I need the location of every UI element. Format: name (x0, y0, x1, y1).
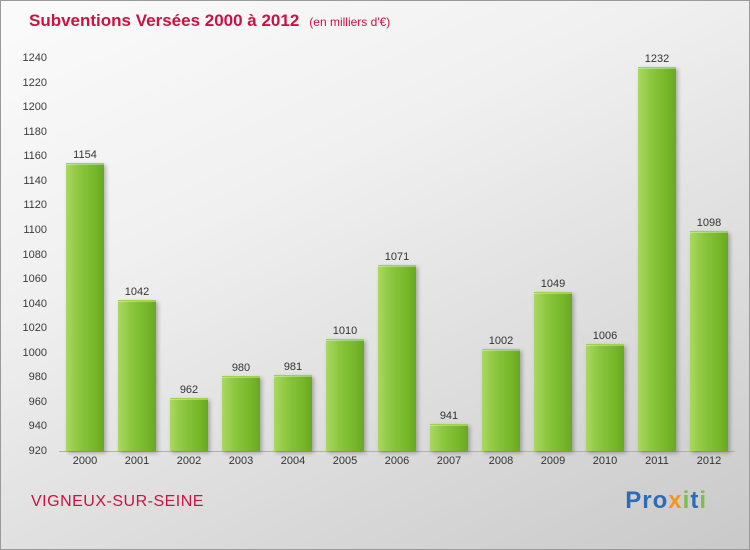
bar-slot: 941 (423, 58, 475, 451)
y-axis-label: 1220 (22, 76, 47, 89)
x-axis-label: 2006 (384, 455, 410, 467)
x-axis-label: 2002 (176, 455, 202, 467)
logo-letter: r (642, 487, 653, 514)
y-axis-label: 940 (28, 420, 47, 433)
bar-slot: 981 (267, 58, 319, 451)
x-axis-label: 2011 (645, 455, 669, 467)
bar-value-label: 1098 (696, 217, 722, 230)
y-axis-label: 1180 (23, 125, 47, 138)
logo-letter: i (699, 487, 707, 514)
bar (377, 264, 417, 451)
y-axis-label: 1080 (22, 248, 47, 261)
logo-letter: x (668, 487, 683, 514)
y-axis: 920 940 960 980 1000 1020 1040 1060 1080 1100 1120… (1, 52, 53, 457)
x-axis: 2000 2001 2002 2003 2004 2005 2006 2007 2008 2009… (59, 455, 735, 467)
y-axis-label: 980 (28, 371, 47, 384)
y-axis-label: 1040 (22, 297, 47, 310)
y-axis-label: 920 (28, 445, 47, 457)
y-axis-label: 960 (28, 395, 47, 408)
bar (481, 349, 521, 451)
bar-value-label: 1002 (488, 335, 514, 348)
bar-value-label: 980 (231, 362, 251, 375)
x-axis-label: 2010 (592, 455, 618, 467)
bar-value-label: 1042 (124, 286, 150, 299)
bar-value-label: 1006 (592, 330, 618, 343)
y-axis-label: 1060 (22, 273, 47, 286)
bar-slot: 1049 (527, 58, 579, 451)
plot-area: 1154 1042 962 980 981 1010 1071 941 1002 1049 1006… (59, 53, 735, 452)
bar-slot: 1154 (59, 58, 111, 451)
proxiti-logo: Proxiti (625, 487, 707, 515)
bar-value-label: 941 (439, 410, 459, 423)
bar-slot: 1010 (319, 58, 371, 451)
bar (169, 398, 209, 451)
y-axis-label: 1000 (22, 346, 47, 359)
x-axis-label: 2003 (228, 455, 254, 467)
x-axis-label: 2009 (540, 455, 566, 467)
bar (429, 424, 469, 451)
y-axis-label: 1240 (22, 52, 47, 64)
bar-value-label: 1010 (332, 325, 358, 338)
chart-header: Subventions Versées 2000 à 2012 (en mill… (29, 11, 390, 31)
y-axis-label: 1140 (23, 174, 47, 187)
chart-subtitle: (en milliers d'€) (309, 15, 391, 29)
bar (221, 376, 261, 451)
bar-slot: 1006 (579, 58, 631, 451)
y-axis-label: 1020 (22, 322, 47, 335)
bar-value-label: 1154 (73, 148, 97, 161)
bar-slot: 1042 (111, 58, 163, 451)
y-axis-label: 1200 (22, 101, 47, 114)
bar (533, 291, 573, 451)
logo-letter: i (682, 487, 691, 514)
bar-slot: 962 (163, 58, 215, 451)
bar-slot: 980 (215, 58, 267, 451)
x-axis-label: 2008 (488, 455, 514, 467)
x-axis-label: 2000 (72, 455, 98, 467)
bar (689, 231, 729, 451)
footer-location: VIGNEUX-SUR-SEINE (31, 493, 204, 510)
x-axis-label: 2005 (332, 455, 358, 467)
bar (65, 162, 105, 451)
bar-slot: 1232 (631, 53, 683, 451)
bar-value-label: 981 (283, 361, 303, 374)
bar-slot: 1071 (371, 58, 423, 451)
bar (325, 339, 365, 451)
bar (585, 344, 625, 451)
bar (273, 375, 313, 451)
bar-slot: 1002 (475, 58, 527, 451)
x-axis-label: 2012 (696, 455, 722, 467)
y-axis-label: 1120 (23, 199, 47, 212)
x-axis-label: 2007 (436, 455, 462, 467)
x-axis-label: 2001 (124, 455, 150, 467)
bar-value-label: 1232 (644, 52, 670, 65)
y-axis-label: 1160 (23, 150, 47, 163)
chart-title: Subventions Versées 2000 à 2012 (29, 11, 300, 30)
logo-letter: t (690, 487, 700, 514)
logo-letter: P (625, 487, 643, 514)
bar-value-label: 962 (179, 384, 199, 397)
x-axis-label: 2004 (280, 455, 306, 467)
bar (637, 66, 677, 451)
logo-letter: o (652, 487, 669, 514)
y-axis-label: 1100 (23, 223, 47, 236)
bar-slot: 1098 (683, 58, 735, 451)
bar (117, 300, 157, 451)
bar-value-label: 1071 (384, 250, 410, 263)
bar-value-label: 1049 (540, 277, 566, 290)
